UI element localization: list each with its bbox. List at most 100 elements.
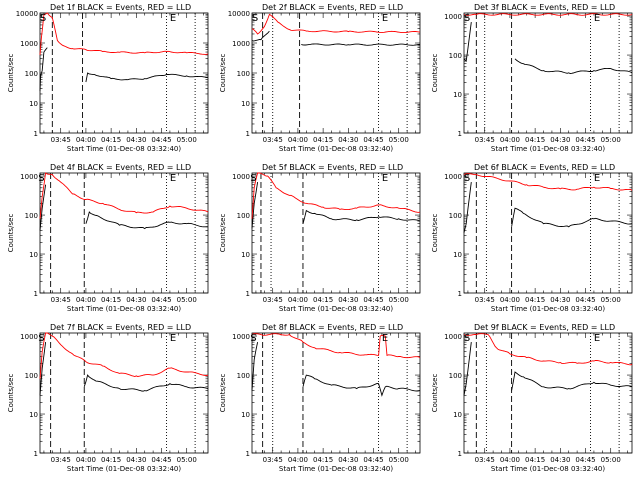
- x-tick-label: 03:45: [475, 296, 495, 304]
- events-series-line: [511, 371, 633, 391]
- x-tick-label: 04:00: [288, 296, 308, 304]
- lld-series-line: [39, 172, 209, 219]
- chart-title: Det 1f BLACK = Events, RED = LLD: [50, 3, 191, 12]
- end-marker-label: E: [594, 173, 600, 184]
- x-tick-label: 04:00: [288, 456, 308, 464]
- y-axis-label: Counts/sec: [431, 374, 439, 413]
- y-tick-label: 100: [449, 52, 462, 60]
- x-tick-label: 03:45: [475, 456, 495, 464]
- events-series-line: [251, 182, 259, 229]
- y-axis-label: Counts/sec: [7, 374, 15, 413]
- events-series-line: [251, 342, 259, 391]
- y-axis-label: Counts/sec: [431, 214, 439, 253]
- x-tick-label: 04:00: [500, 136, 520, 144]
- y-tick-label: 1000: [444, 333, 462, 341]
- y-tick-label: 100: [25, 372, 38, 380]
- events-series-line: [85, 211, 209, 230]
- start-marker-label: S: [38, 173, 44, 184]
- x-axis-label: Start Time (01-Dec-08 03:32:40): [279, 305, 393, 313]
- x-tick-label: 04:00: [76, 456, 96, 464]
- y-tick-label: 1: [246, 290, 250, 298]
- end-marker-label: E: [170, 13, 176, 24]
- x-tick-label: 03:45: [263, 296, 283, 304]
- start-marker-label: S: [40, 13, 46, 24]
- events-series-line: [251, 30, 270, 42]
- events-series-line: [463, 22, 472, 63]
- x-axis-label: Start Time (01-Dec-08 03:32:40): [491, 465, 605, 473]
- chart-title: Det 6f BLACK = Events, RED = LLD: [474, 163, 615, 172]
- x-tick-label: 04:45: [151, 296, 171, 304]
- y-tick-label: 1: [246, 130, 250, 138]
- x-tick-label: 04:45: [363, 456, 383, 464]
- y-tick-label: 100: [237, 70, 250, 78]
- x-tick-label: 04:45: [363, 296, 383, 304]
- lld-series-line: [39, 12, 209, 55]
- chart-panel-8: Det 8f BLACK = Events, RED = LLD 1 10 100 10…: [219, 323, 421, 473]
- y-tick-label: 1: [458, 450, 462, 458]
- events-series-line: [39, 184, 47, 231]
- x-tick-label: 05:00: [601, 296, 621, 304]
- y-tick-label: 1000: [20, 333, 38, 341]
- y-tick-label: 1000: [232, 333, 250, 341]
- events-series-line: [463, 182, 472, 233]
- chart-panel-2: Det 2f BLACK = Events, RED = LLD 1 10 100 10…: [219, 3, 421, 153]
- y-tick-label: 10: [453, 411, 462, 419]
- y-tick-label: 10: [453, 91, 462, 99]
- x-axis-label: Start Time (01-Dec-08 03:32:40): [67, 145, 181, 153]
- y-tick-label: 1: [458, 290, 462, 298]
- y-axis-label: Counts/sec: [219, 374, 227, 413]
- start-marker-label: S: [250, 173, 256, 184]
- chart-panel-9: Det 9f BLACK = Events, RED = LLD 1 10 100 10…: [431, 323, 633, 473]
- plot-frame: [251, 172, 421, 294]
- x-tick-label: 04:15: [525, 296, 545, 304]
- x-axis-label: Start Time (01-Dec-08 03:32:40): [491, 305, 605, 313]
- x-tick-label: 04:15: [525, 136, 545, 144]
- lld-series-line: [251, 333, 421, 359]
- x-tick-label: 04:15: [313, 136, 333, 144]
- chart-title: Det 8f BLACK = Events, RED = LLD: [262, 323, 403, 332]
- y-tick-label: 10: [29, 411, 38, 419]
- chart-title: Det 9f BLACK = Events, RED = LLD: [474, 323, 615, 332]
- y-tick-label: 1: [34, 130, 38, 138]
- x-tick-label: 04:30: [550, 296, 570, 304]
- y-tick-label: 1000: [444, 173, 462, 181]
- y-axis-label: Counts/sec: [7, 54, 15, 93]
- chart-panel-5: Det 5f BLACK = Events, RED = LLD 1 10 100 10…: [219, 163, 421, 313]
- chart-panel-6: Det 6f BLACK = Events, RED = LLD 1 10 100 10…: [431, 163, 633, 313]
- plot-frame: [463, 332, 633, 454]
- x-tick-label: 04:00: [76, 136, 96, 144]
- x-tick-label: 04:30: [550, 456, 570, 464]
- x-tick-label: 04:15: [101, 456, 121, 464]
- x-axis-label: Start Time (01-Dec-08 03:32:40): [279, 145, 393, 153]
- lld-series-line: [251, 172, 421, 219]
- events-series-line: [83, 374, 209, 392]
- x-tick-label: 03:45: [51, 456, 71, 464]
- lld-series-line: [463, 333, 633, 366]
- y-tick-label: 100: [449, 372, 462, 380]
- chart-title: Det 4f BLACK = Events, RED = LLD: [50, 163, 191, 172]
- start-marker-label: S: [252, 13, 258, 24]
- x-axis-label: Start Time (01-Dec-08 03:32:40): [491, 145, 605, 153]
- start-marker-label: S: [38, 333, 44, 344]
- x-tick-label: 04:00: [500, 296, 520, 304]
- events-series-line: [302, 374, 421, 397]
- x-tick-label: 05:00: [389, 456, 409, 464]
- x-tick-label: 05:00: [389, 296, 409, 304]
- end-marker-label: E: [594, 333, 600, 344]
- chart-panel-3: Det 3f BLACK = Events, RED = LLD 1 10 100 10…: [431, 3, 633, 153]
- plot-frame: [463, 12, 633, 134]
- x-tick-label: 04:30: [126, 456, 146, 464]
- events-series-line: [511, 207, 633, 228]
- y-tick-label: 10: [241, 251, 250, 259]
- y-tick-label: 10: [241, 100, 250, 108]
- x-tick-label: 03:45: [475, 136, 495, 144]
- x-tick-label: 04:30: [338, 456, 358, 464]
- end-marker-label: E: [170, 333, 176, 344]
- x-tick-label: 05:00: [389, 136, 409, 144]
- x-tick-label: 04:45: [575, 456, 595, 464]
- chart-title: Det 5f BLACK = Events, RED = LLD: [262, 163, 403, 172]
- lld-series-line: [39, 332, 209, 379]
- x-tick-label: 03:45: [51, 136, 71, 144]
- y-tick-label: 1000: [444, 13, 462, 21]
